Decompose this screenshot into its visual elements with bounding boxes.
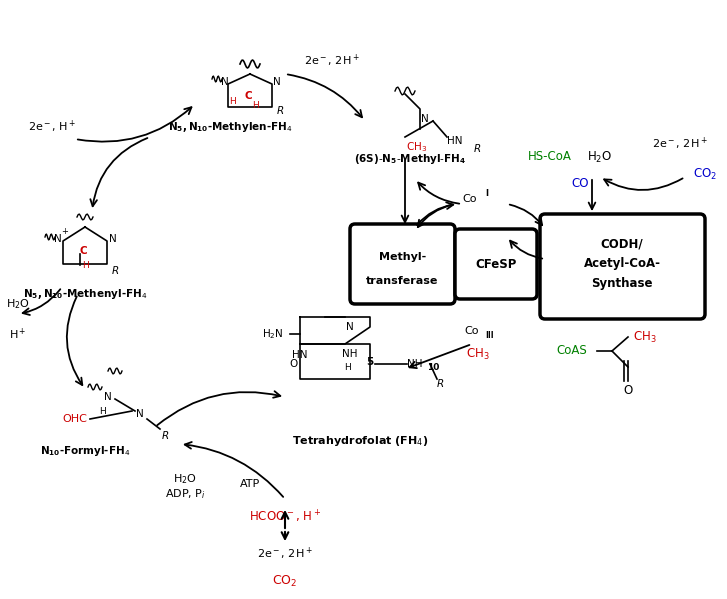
Text: CH$_3$: CH$_3$ <box>633 329 657 344</box>
Text: 2e$^-$, 2H$^+$: 2e$^-$, 2H$^+$ <box>257 546 313 562</box>
Text: CO: CO <box>571 177 589 190</box>
FancyBboxPatch shape <box>350 224 455 304</box>
Text: H$_2$O: H$_2$O <box>173 472 197 486</box>
Text: NH: NH <box>407 359 422 369</box>
Text: Synthase: Synthase <box>591 277 653 291</box>
Text: N: N <box>221 77 229 87</box>
Text: 2e$^-$, H$^+$: 2e$^-$, H$^+$ <box>28 119 76 135</box>
Text: O: O <box>289 359 297 369</box>
Text: N: N <box>104 392 112 402</box>
Text: C: C <box>79 246 87 256</box>
Text: CO$_2$: CO$_2$ <box>693 167 717 181</box>
Text: Co: Co <box>463 194 477 204</box>
Text: H$_2$O: H$_2$O <box>587 149 613 165</box>
Text: $\mathbf{N_{10}}$-Formyl-FH$_4$: $\mathbf{N_{10}}$-Formyl-FH$_4$ <box>40 444 130 458</box>
Text: ADP, P$_i$: ADP, P$_i$ <box>164 487 206 501</box>
Text: $\mathbf{N_5,N_{10}}$-Methenyl-FH$_4$: $\mathbf{N_5,N_{10}}$-Methenyl-FH$_4$ <box>23 287 147 301</box>
Text: I: I <box>486 189 489 198</box>
Text: CH$_3$: CH$_3$ <box>466 346 490 362</box>
Text: Co: Co <box>465 326 479 336</box>
Text: NH: NH <box>342 349 358 359</box>
Text: HCOO$^-$, H$^+$: HCOO$^-$, H$^+$ <box>249 509 321 525</box>
Text: H: H <box>228 96 236 105</box>
Text: H$_2$N: H$_2$N <box>262 327 284 341</box>
Text: CoAS: CoAS <box>557 344 587 358</box>
Text: O: O <box>623 385 632 398</box>
Text: +: + <box>62 226 68 235</box>
Text: R: R <box>473 144 481 154</box>
Text: R: R <box>276 106 284 116</box>
Text: III: III <box>486 331 494 340</box>
Text: $\mathbf{N_5,N_{10}}$-Methylen-FH$_4$: $\mathbf{N_5,N_{10}}$-Methylen-FH$_4$ <box>168 120 292 134</box>
Text: ATP: ATP <box>240 479 260 489</box>
Text: N: N <box>109 234 117 244</box>
Text: Acetyl-CoA-: Acetyl-CoA- <box>584 258 661 271</box>
Text: N: N <box>273 77 281 87</box>
Text: 2e$^-$, 2H$^+$: 2e$^-$, 2H$^+$ <box>304 53 360 69</box>
Text: H$_2$O: H$_2$O <box>6 297 30 311</box>
Text: H: H <box>99 407 105 416</box>
Text: N: N <box>136 409 144 419</box>
Text: H: H <box>344 362 350 371</box>
Text: H: H <box>81 262 89 271</box>
Text: transferase: transferase <box>366 276 438 286</box>
Text: CFeSP: CFeSP <box>475 258 517 271</box>
Text: 2e$^-$, 2H$^+$: 2e$^-$, 2H$^+$ <box>652 136 708 152</box>
Text: H: H <box>252 101 258 110</box>
Text: CO$_2$: CO$_2$ <box>273 573 297 589</box>
Text: HN: HN <box>447 136 463 146</box>
Text: CH$_3$: CH$_3$ <box>406 140 427 154</box>
Text: Tetrahydrofolat (FH$_4$): Tetrahydrofolat (FH$_4$) <box>292 434 428 448</box>
Text: N: N <box>54 234 62 244</box>
Text: 5: 5 <box>366 357 374 367</box>
Text: H$^+$: H$^+$ <box>9 326 27 341</box>
Text: R: R <box>161 431 169 441</box>
FancyBboxPatch shape <box>540 214 705 319</box>
Text: HN: HN <box>292 350 308 360</box>
Text: CODH/: CODH/ <box>601 237 643 250</box>
Text: 10: 10 <box>427 362 439 371</box>
Text: OHC: OHC <box>63 414 87 424</box>
Text: C: C <box>244 91 252 101</box>
Text: $\mathbf{(6S)\text{-}N_5\text{-}Methyl\text{-}FH_4}$: $\mathbf{(6S)\text{-}N_5\text{-}Methyl\t… <box>354 152 466 166</box>
Text: R: R <box>111 266 119 276</box>
Text: HS-CoA: HS-CoA <box>528 150 572 164</box>
Text: R: R <box>436 379 443 389</box>
Text: N: N <box>346 322 354 332</box>
FancyBboxPatch shape <box>455 229 537 299</box>
Text: N: N <box>421 114 429 124</box>
Text: Methyl-: Methyl- <box>379 252 426 262</box>
